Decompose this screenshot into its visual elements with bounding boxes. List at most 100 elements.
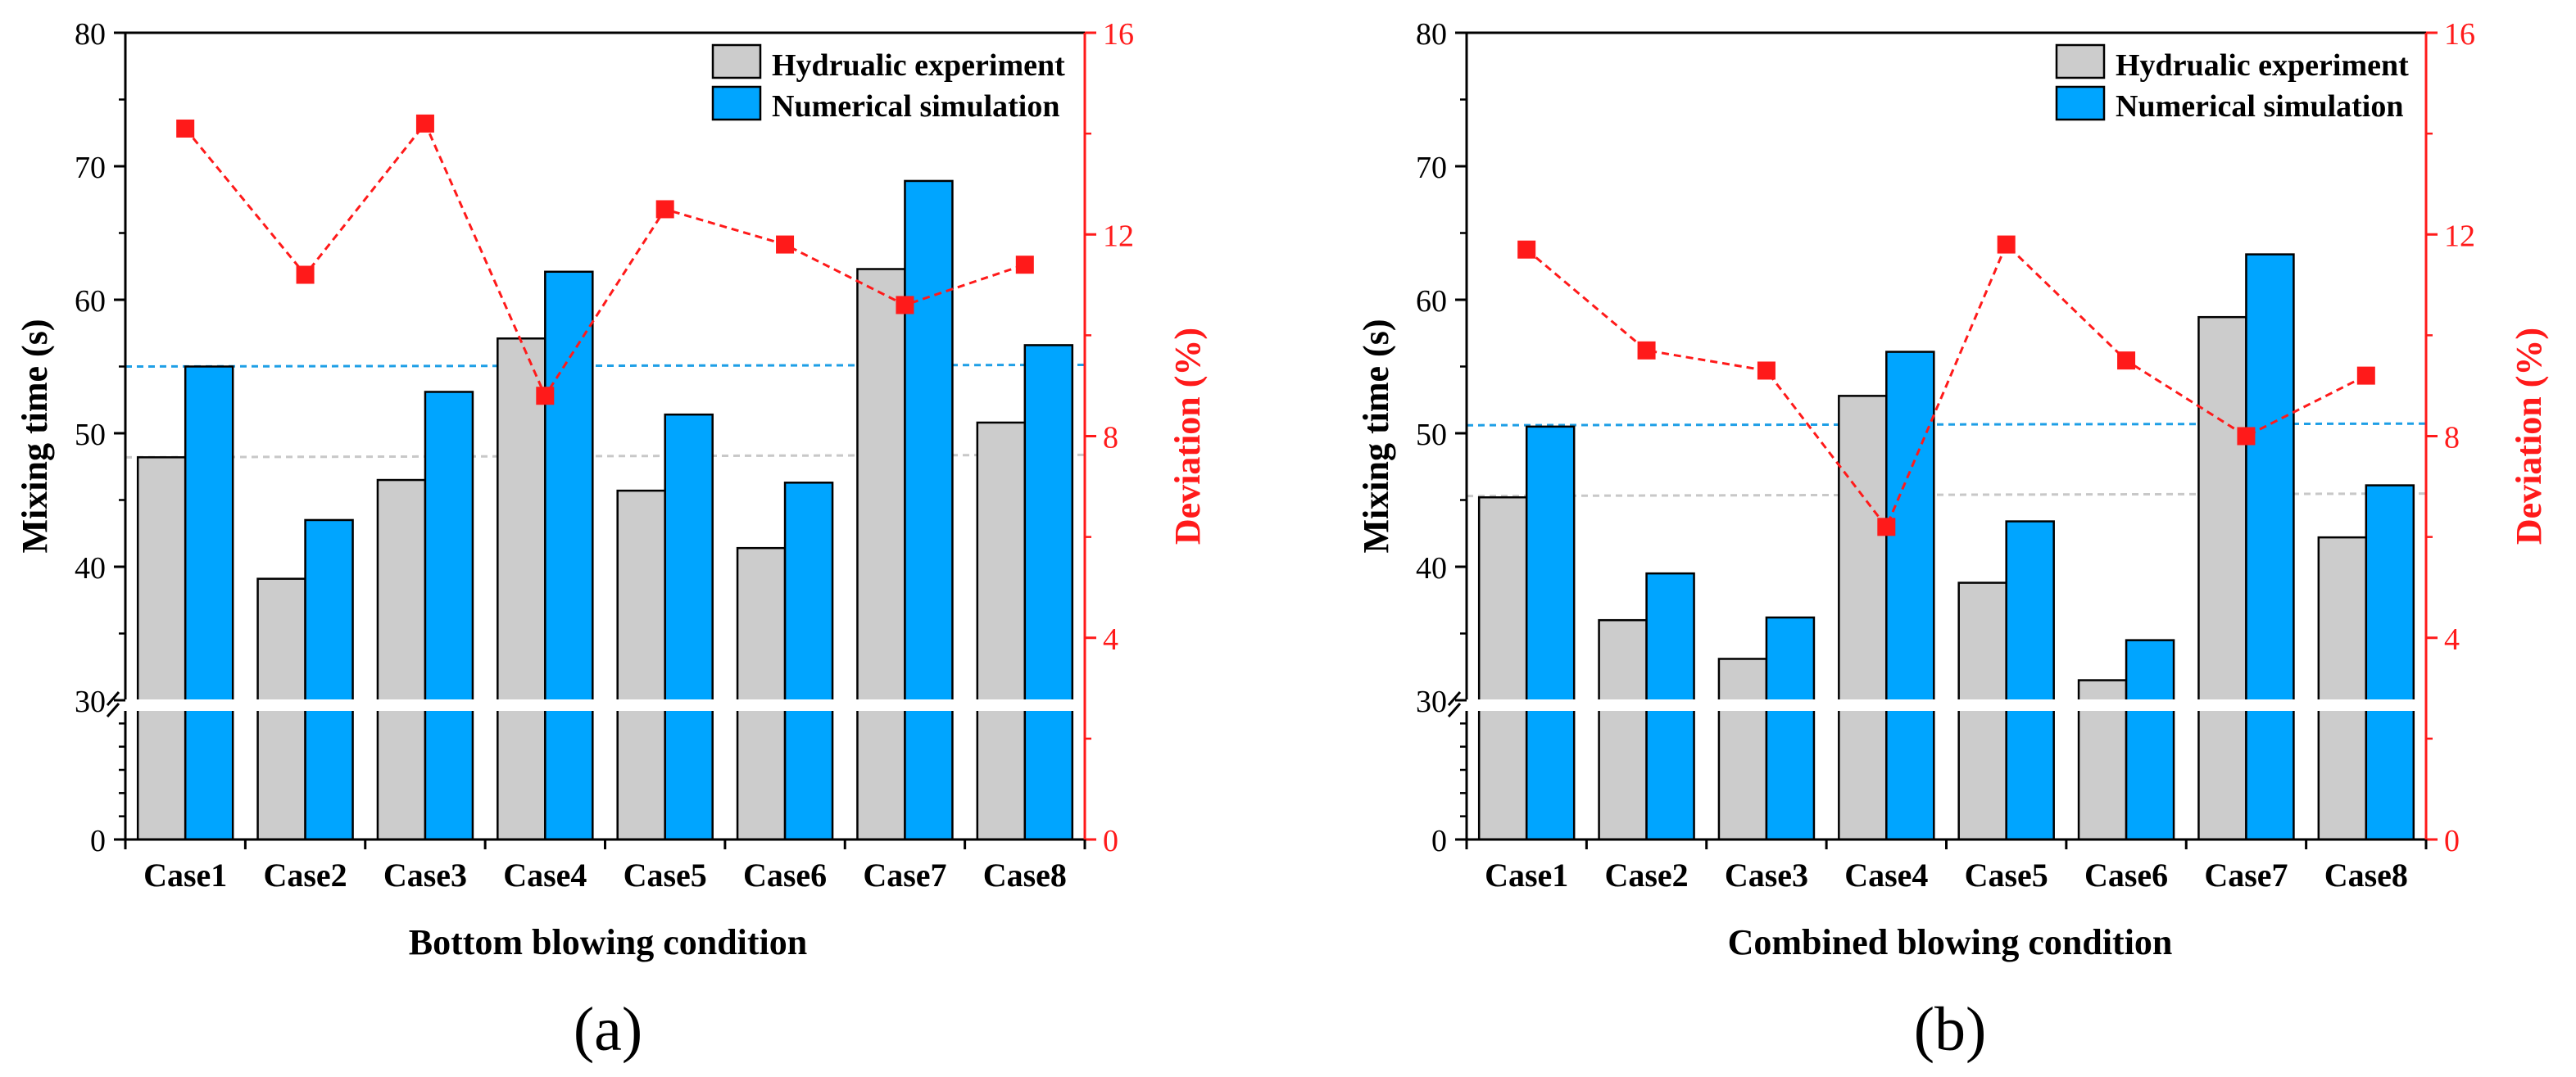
y2-axis-title: Deviation (%) xyxy=(1168,328,1208,545)
y-tick-label: 30 xyxy=(1416,685,1447,719)
y-tick-label: 50 xyxy=(1416,418,1447,452)
y-tick-label: 70 xyxy=(75,151,106,185)
panel-label: (a) xyxy=(574,995,642,1064)
deviation-point xyxy=(2117,351,2136,370)
hydraulic-bar xyxy=(856,268,906,841)
axis-break-mark xyxy=(106,703,120,717)
legend: Hydrualic experiment Numerical simulation xyxy=(711,43,1065,124)
x-tick-label: Case4 xyxy=(503,857,587,894)
y-tick-label: 40 xyxy=(75,551,106,586)
numerical-bar xyxy=(2125,639,2175,841)
numerical-bar xyxy=(424,391,474,841)
deviation-line xyxy=(184,120,1026,399)
numerical-bar xyxy=(2365,484,2415,841)
numerical-bar xyxy=(664,413,714,841)
hydraulic-bar xyxy=(736,546,787,841)
legend-swatch-numerical xyxy=(711,85,762,121)
y2-tick-label: 16 xyxy=(2444,17,2475,52)
numerical-bar xyxy=(1885,351,1935,841)
y2-tick-label: 4 xyxy=(1103,622,1118,657)
hydraulic-bar xyxy=(616,489,666,841)
x-tick-label: Case4 xyxy=(1844,857,1928,894)
deviation-point xyxy=(1757,361,1776,380)
axis-break-band xyxy=(1434,699,2434,711)
hydraulic-bar xyxy=(1957,581,2007,841)
legend: Hydrualic experiment Numerical simulation xyxy=(2055,43,2409,124)
y-tick-label: 80 xyxy=(1416,17,1447,52)
legend-label-hydraulic: Hydrualic experiment xyxy=(2116,48,2409,83)
numerical-bar xyxy=(544,270,594,841)
deviation-point xyxy=(655,200,674,219)
hydraulic-bar xyxy=(976,421,1027,841)
deviation-line xyxy=(1526,242,2367,530)
y-tick-label: 0 xyxy=(1431,824,1447,858)
y-tick-label: 30 xyxy=(75,685,106,719)
hydraulic-bar xyxy=(2197,315,2247,841)
y2-tick-label: 0 xyxy=(2444,824,2460,858)
x-tick-label: Case3 xyxy=(383,857,467,894)
y2-tick-label: 0 xyxy=(1103,824,1118,858)
x-tick-label: Case3 xyxy=(1725,857,1808,894)
x-tick-label: Case8 xyxy=(2324,857,2408,894)
hydraulic-bar xyxy=(2317,536,2368,841)
legend-label-numerical: Numerical simulation xyxy=(2116,89,2403,124)
x-tick-label: Case1 xyxy=(1485,857,1568,894)
deviation-point xyxy=(896,296,914,315)
y2-axis-title: Deviation (%) xyxy=(2509,328,2549,545)
y2-tick-label: 8 xyxy=(2444,421,2460,455)
x-tick-label: Case7 xyxy=(2204,857,2288,894)
hydraulic-bar xyxy=(1838,395,1888,841)
y2-tick-label: 12 xyxy=(1103,219,1134,253)
y2-tick-label: 12 xyxy=(2444,219,2475,253)
deviation-point xyxy=(1015,256,1034,274)
y-tick-label: 60 xyxy=(75,284,106,319)
legend-swatch-hydraulic xyxy=(711,43,762,79)
legend-swatch-hydraulic xyxy=(2055,43,2106,79)
x-tick-label: Case2 xyxy=(1604,857,1688,894)
numerical-bar xyxy=(184,365,234,841)
panel-a: 0 30 40 50 60 70 80 0 4 8 12 16 Case1 Case2 Case3 Case4… xyxy=(15,17,1208,1064)
deviation-point xyxy=(1877,518,1896,536)
deviation-point xyxy=(1517,240,1536,259)
y2-tick-label: 16 xyxy=(1103,17,1134,52)
axis-break-mark xyxy=(1447,703,1462,717)
legend-label-hydraulic: Hydrualic experiment xyxy=(772,48,1065,83)
deviation-point xyxy=(1637,341,1656,360)
legend-label-numerical: Numerical simulation xyxy=(772,89,1059,124)
y2-tick-label: 4 xyxy=(2444,622,2460,657)
hydraulic-bar xyxy=(376,478,427,841)
hydraulic-bar xyxy=(136,456,187,841)
numerical-bar xyxy=(783,482,834,841)
panel-b: 0 30 40 50 60 70 80 0 4 8 12 16 Case1 Case2 Case3 Case4… xyxy=(1356,17,2549,1064)
x-tick-label: Case1 xyxy=(143,857,227,894)
x-tick-label: Case8 xyxy=(983,857,1067,894)
y-axis-title: Mixing time (s) xyxy=(15,319,55,554)
hydraulic-bar xyxy=(497,337,546,841)
x-tick-label: Case6 xyxy=(743,857,827,894)
deviation-point xyxy=(1997,235,2016,254)
numerical-bar xyxy=(304,518,354,841)
y-tick-label: 70 xyxy=(1416,151,1447,185)
y-tick-label: 80 xyxy=(75,17,106,52)
axis-break-band xyxy=(93,699,1093,711)
deviation-point xyxy=(536,387,555,405)
y-axis-title: Mixing time (s) xyxy=(1356,319,1396,554)
x-axis-title: Bottom blowing condition xyxy=(409,922,808,962)
deviation-point xyxy=(296,265,315,284)
y-tick-label: 0 xyxy=(90,824,106,858)
numerical-bar xyxy=(2005,520,2055,841)
y2-tick-label: 8 xyxy=(1103,421,1118,455)
axis-break-mark xyxy=(1447,691,1462,706)
x-tick-label: Case5 xyxy=(624,857,707,894)
hydraulic-bar xyxy=(1598,618,1648,841)
axis-break-mark xyxy=(106,691,120,706)
numerical-bar xyxy=(904,179,954,841)
y-tick-label: 40 xyxy=(1416,551,1447,586)
hydraulic-bar xyxy=(1477,496,1528,841)
deviation-point xyxy=(415,114,434,133)
y-tick-label: 60 xyxy=(1416,284,1447,319)
x-tick-label: Case7 xyxy=(863,857,946,894)
x-tick-label: Case5 xyxy=(1965,857,2048,894)
x-tick-label: Case2 xyxy=(263,857,347,894)
